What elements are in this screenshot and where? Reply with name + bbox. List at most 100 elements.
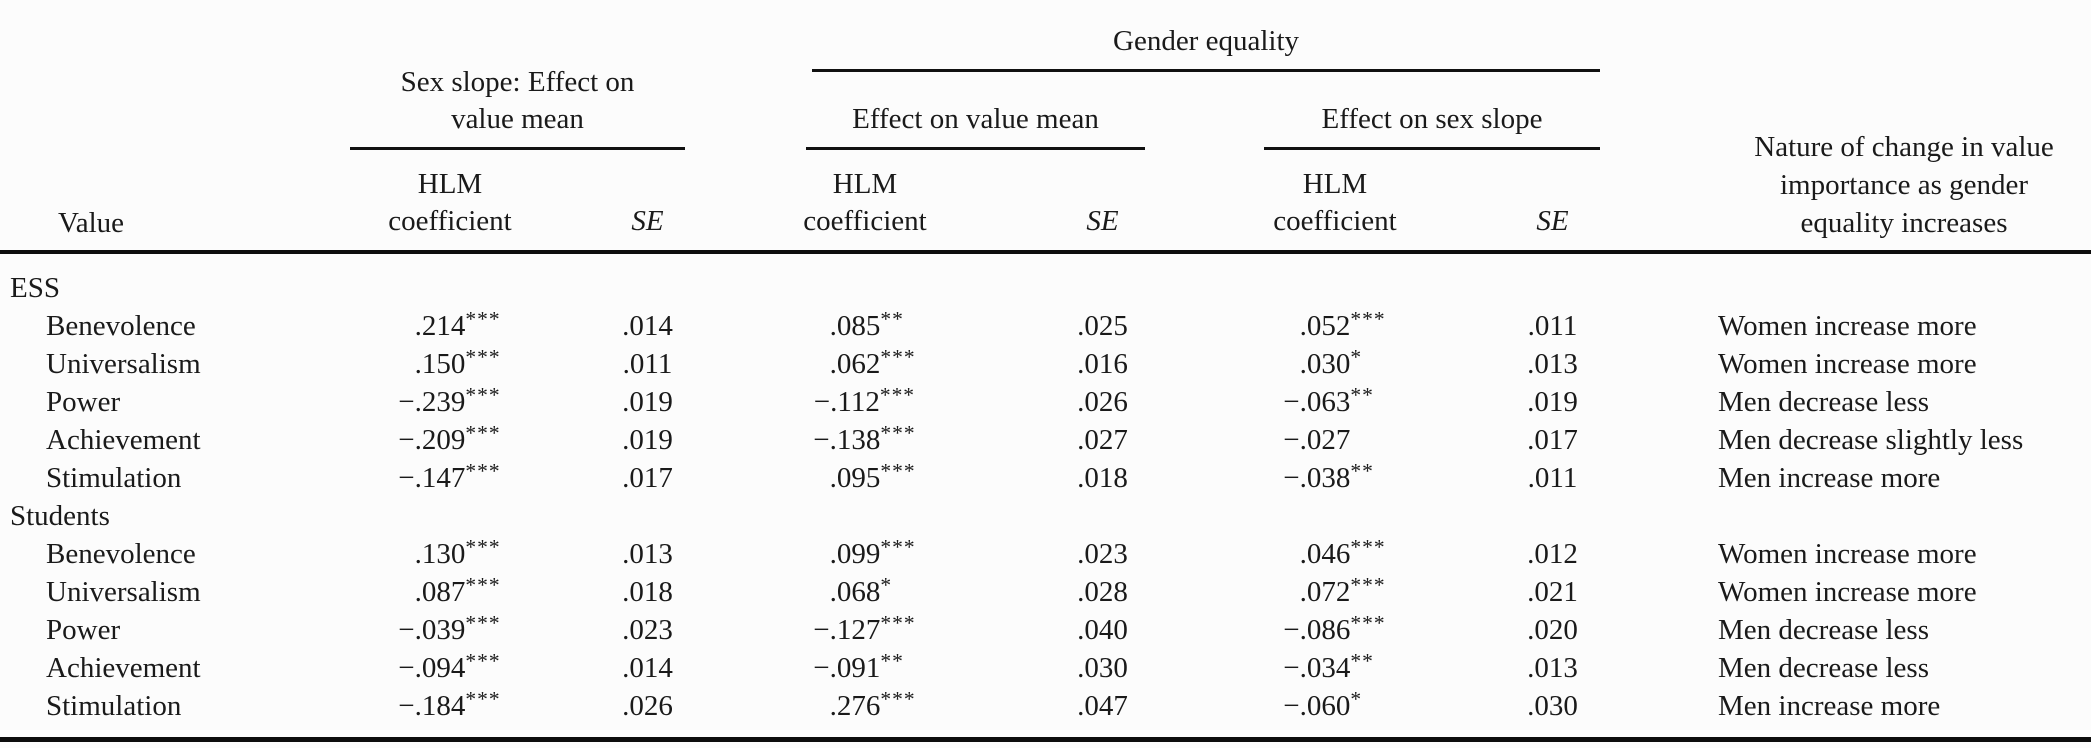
table-row: Universalism .087*** .018 .068* .028 .072***.… — [0, 573, 2091, 611]
table-row: Benevolence .214*** .014 .085** .025 .052***.… — [0, 307, 2091, 345]
significance-stars: *** — [465, 307, 501, 331]
value-label-cell: Power — [46, 614, 121, 646]
nature-of-change-cell: Men decrease less — [1718, 386, 1929, 418]
column-header-hlm-coefficient: HLM coefficient — [1273, 168, 1397, 237]
se-cell: .023 — [622, 614, 673, 646]
hlm-coefficient-cell: −.063** — [1283, 383, 1374, 418]
hlm-coefficient-cell: .276*** — [829, 687, 916, 722]
significance-stars: * — [880, 573, 893, 597]
se-cell: .025 — [1077, 310, 1128, 342]
se-cell: .014 — [622, 310, 673, 342]
column-header-se: SE — [1536, 205, 1569, 237]
se-cell: .040 — [1077, 614, 1128, 646]
table-row: Benevolence .130*** .013 .099*** .023 .046***… — [0, 535, 2091, 573]
significance-stars: *** — [880, 611, 916, 635]
significance-stars: *** — [879, 383, 916, 407]
table-row: Stimulation −.184*** .026 .276*** .047 −.060*… — [0, 687, 2091, 740]
group-header-gender-equality-label: Gender equality — [1113, 25, 1300, 57]
significance-stars: * — [1350, 687, 1363, 711]
column-header-nature: Nature of change in value importance as … — [1650, 0, 2091, 252]
value-label-cell: Power — [46, 386, 121, 418]
se-cell: .018 — [622, 576, 673, 608]
se-cell: .030 — [1527, 690, 1578, 722]
significance-stars: *** — [465, 611, 501, 635]
hlm-coefficient-cell: −.138*** — [813, 421, 916, 456]
significance-stars: * — [1350, 345, 1363, 369]
nature-of-change-cell: Women increase more — [1718, 576, 1977, 608]
nature-of-change-cell: Women increase more — [1718, 310, 1977, 342]
section-label: ESS — [10, 272, 60, 304]
se-cell: .013 — [1527, 652, 1578, 684]
hlm-coefficient-cell: −.127*** — [813, 611, 916, 646]
hlm-coefficient-cell: .099*** — [829, 535, 916, 570]
table-body: ESS Benevolence .214*** .014 .085** .025 .052*… — [0, 252, 2091, 740]
se-cell: .011 — [1527, 310, 1578, 342]
hlm-coefficient-cell: −.060* — [1283, 687, 1363, 722]
significance-stars: *** — [880, 459, 916, 483]
value-label-cell: Stimulation — [46, 462, 182, 494]
se-cell: .026 — [622, 690, 673, 722]
significance-stars: *** — [465, 649, 501, 673]
se-cell: .011 — [622, 348, 673, 380]
se-cell: .011 — [1527, 462, 1578, 494]
value-label-cell: Achievement — [46, 424, 201, 456]
column-header-se: SE — [631, 205, 664, 237]
significance-stars: *** — [465, 421, 501, 445]
hlm-coefficient-cell: .072*** — [1299, 573, 1386, 608]
nature-of-change-cell: Women increase more — [1718, 538, 1977, 570]
nature-of-change-cell: Men increase more — [1718, 462, 1941, 494]
hlm-coefficient-cell: −.027 — [1283, 424, 1351, 456]
significance-stars: *** — [465, 459, 501, 483]
hlm-coefficient-cell: −.112*** — [813, 383, 916, 418]
value-label-cell: Universalism — [46, 348, 201, 380]
se-cell: .017 — [622, 462, 673, 494]
hlm-coefficient-cell: .095*** — [829, 459, 916, 494]
hlm-coefficient-cell: −.038** — [1283, 459, 1374, 494]
se-cell: .021 — [1527, 576, 1578, 608]
significance-stars: *** — [880, 345, 916, 369]
significance-stars: *** — [880, 535, 916, 559]
hlm-coefficient-cell: .214*** — [414, 307, 501, 342]
se-cell: .023 — [1077, 538, 1128, 570]
table-row: Power −.039*** .023 −.127*** .040 −.086*** .02… — [0, 611, 2091, 649]
se-cell: .012 — [1527, 538, 1578, 570]
se-cell: .026 — [1077, 386, 1128, 418]
significance-stars: ** — [1350, 459, 1374, 483]
significance-stars: *** — [1350, 535, 1386, 559]
se-cell: .013 — [1527, 348, 1578, 380]
column-header-hlm-coefficient: HLM coefficient — [388, 168, 512, 237]
group-header-effect-on-value-mean-label: Effect on value mean — [852, 103, 1099, 135]
hlm-coefficient-cell: −.239*** — [398, 383, 501, 418]
column-header-hlm-coefficient: HLM coefficient — [803, 168, 927, 237]
hlm-coefficient-cell: .130*** — [414, 535, 501, 570]
significance-stars: *** — [465, 535, 501, 559]
table-row: Universalism .150*** .011 .062*** .016 .030*.… — [0, 345, 2091, 383]
section-row: ESS — [0, 252, 2091, 307]
table-row: Stimulation −.147*** .017 .095*** .018 −.038*… — [0, 459, 2091, 497]
table-row: Achievement −.209*** .019 −.138*** .027 −.027… — [0, 421, 2091, 459]
nature-of-change-cell: Men increase more — [1718, 690, 1941, 722]
se-cell: .020 — [1527, 614, 1578, 646]
hlm-coefficient-cell: .068* — [829, 573, 893, 608]
nature-of-change-cell: Men decrease slightly less — [1718, 424, 2024, 456]
value-label-cell: Achievement — [46, 652, 201, 684]
column-header-nature-label: Nature of change in value importance as … — [1754, 131, 2054, 239]
se-cell: .018 — [1077, 462, 1128, 494]
hlm-coefficient-cell: −.209*** — [398, 421, 501, 456]
section-label: Students — [10, 500, 110, 532]
value-label-cell: Benevolence — [46, 310, 196, 342]
value-label-cell: Stimulation — [46, 690, 182, 722]
significance-stars: *** — [880, 687, 916, 711]
se-cell: .017 — [1527, 424, 1578, 456]
hlm-coefficient-cell: −.091** — [813, 649, 904, 684]
significance-stars: *** — [465, 573, 501, 597]
hlm-coefficient-cell: −.039*** — [398, 611, 501, 646]
se-cell: .019 — [1527, 386, 1578, 418]
significance-stars: *** — [1350, 611, 1386, 635]
hlm-coefficient-cell: .085** — [829, 307, 904, 342]
column-header-se: SE — [1086, 205, 1119, 237]
se-cell: .019 — [622, 424, 673, 456]
significance-stars: ** — [1350, 383, 1374, 407]
group-header-sex-slope: Sex slope: Effect on value mean — [345, 0, 740, 150]
hlm-coefficient-cell: .087*** — [414, 573, 501, 608]
